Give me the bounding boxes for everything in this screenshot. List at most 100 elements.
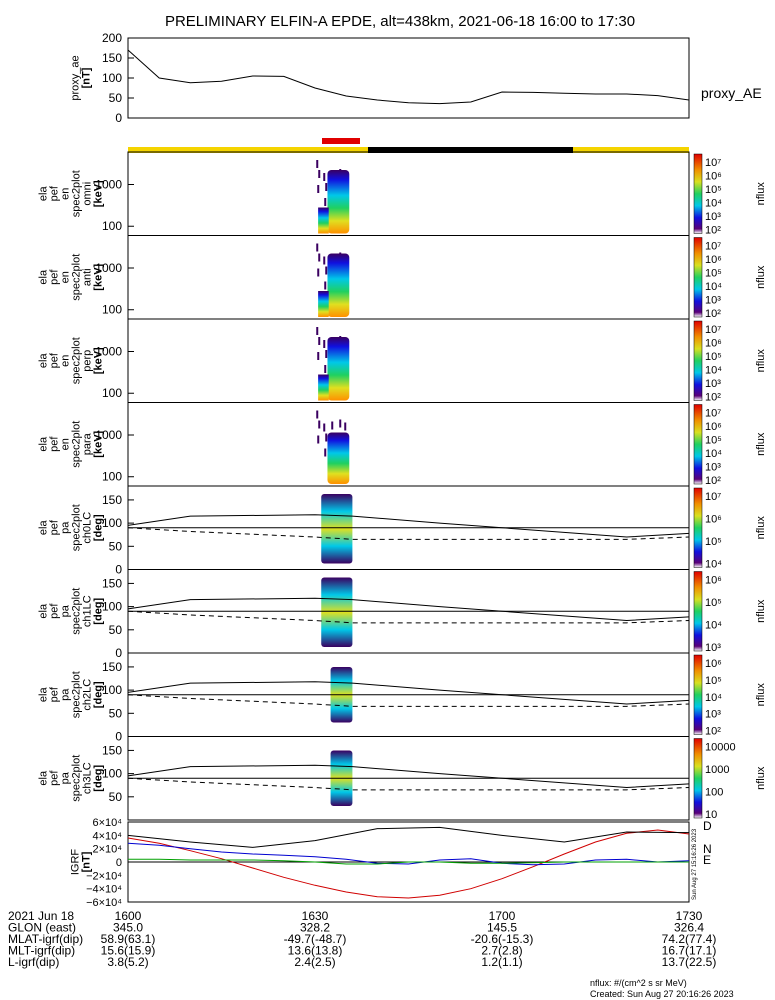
igrf-ytick-label: −2×10⁴	[86, 870, 122, 882]
pa-ylabel-line: pa	[60, 771, 72, 784]
colorbar-tick-label: 10²	[705, 392, 721, 404]
pa-loss-cone-lower	[127, 777, 690, 791]
energy-ylabel-line: pef	[49, 269, 61, 285]
energy-spec-core	[327, 337, 350, 401]
footer-row-value: 345.0	[113, 921, 143, 935]
pa-ylabel-line: ela	[38, 687, 50, 703]
energy-ylabel-line: [keV]	[93, 263, 105, 290]
pa-ylabel-line: ela	[38, 603, 50, 619]
energy-spec-speckle	[324, 281, 327, 290]
energy-spec-core	[327, 253, 350, 317]
ae-ytick-label: 50	[109, 91, 123, 105]
energy-ylabel-line: pef	[49, 352, 61, 368]
energy-spec-speckle	[323, 256, 326, 265]
footer-row-label: GLON (east)	[8, 921, 76, 935]
pa-loss-cone-upper	[127, 681, 690, 705]
colorbar-label: nflux	[755, 683, 767, 707]
pa-ylabel-line: spec2plot	[71, 588, 83, 635]
energy-spec-speckle	[316, 160, 319, 168]
ae-line	[127, 49, 690, 105]
colorbar-tick-label: 10³	[705, 462, 721, 474]
energy-ytick-label: 1000	[95, 177, 122, 191]
energy-spec-speckle	[317, 435, 320, 444]
energy-ylabel-line: omni	[82, 182, 94, 206]
colorbar-tick-label: 10⁴	[705, 281, 722, 293]
energy-ylabel-line: [keV]	[93, 180, 105, 207]
pa-ylabel-line: ch3LC	[82, 762, 94, 794]
energy-panel-frame	[127, 235, 690, 320]
colorbar-tick-label: 10⁴	[705, 365, 722, 377]
pa-panel-frame	[127, 736, 690, 821]
colorbar-label: nflux	[755, 599, 767, 623]
energy-spec-speckle	[324, 448, 327, 457]
colorbar-tick-label: 10⁶	[705, 421, 722, 433]
colorbar-tick-label: 10⁵	[705, 675, 722, 687]
energy-spec-lowenergy	[318, 291, 329, 317]
footer-row-value: 1630	[302, 909, 329, 923]
colorbar-tick-label: 10⁴	[705, 692, 722, 704]
pa-ytick-label: 50	[109, 623, 123, 637]
colorbar-tick-label: 10⁶	[705, 658, 722, 670]
igrf-component-label-d: D	[703, 819, 712, 833]
energy-panel-0: 1000 100 ela pef en spec2plot omni [keV]	[38, 151, 690, 236]
energy-ylabel-line: [keV]	[93, 347, 105, 374]
energy-spec-speckle	[323, 423, 326, 432]
energy-spec-lowenergy	[318, 207, 329, 234]
footer-row-value: 1.2(1.1)	[481, 955, 522, 969]
energy-ytick-label: 100	[102, 219, 122, 233]
footer-row-value: 16.7(17.1)	[662, 944, 717, 958]
energy-ytick-label: 100	[102, 470, 122, 484]
colorbar-tick-label: 10⁵	[705, 435, 722, 447]
pa-loss-cone-upper	[127, 597, 690, 622]
energy-ylabel-group: ela pef en spec2plot anti [keV]	[38, 254, 105, 301]
pa-ylabel-line: [deg]	[93, 681, 105, 708]
footer-row-label: MLAT-igrf(dip)	[8, 932, 83, 946]
colorbar-label: nflux	[755, 766, 767, 790]
colorbar-scale	[693, 738, 703, 819]
energy-ylabel-line: spec2plot	[71, 170, 83, 217]
colorbar-tick-label: 100	[705, 787, 723, 799]
energy-spec-speckle	[325, 266, 328, 275]
energy-spec-speckle	[325, 183, 328, 191]
colorbar-tick-label: 10	[705, 809, 717, 821]
energy-ylabel-line: pef	[49, 436, 61, 452]
footer-row-value: 3.8(5.2)	[107, 955, 148, 969]
energy-spec-speckle	[325, 433, 328, 442]
colorbar-tick-label: 10²	[705, 726, 721, 738]
pa-ytick-label: 100	[102, 600, 122, 614]
energy-spec-speckle	[323, 173, 326, 181]
ae-ylabel: proxy_ae [nT]	[70, 55, 93, 100]
colorbar-tick-label: 10000	[705, 742, 736, 754]
footer-row-label: L-igrf(dip)	[8, 955, 59, 969]
energy-spec-speckle	[318, 253, 321, 262]
pa-ylabel-line: spec2plot	[71, 504, 83, 551]
pa-ytick-label: 50	[109, 706, 123, 720]
energy-panel-3: 1000 100 ela pef en spec2plot para [keV]	[38, 402, 690, 487]
pa-loss-cone-upper	[127, 764, 690, 789]
pa-ylabel-line: pa	[60, 688, 72, 701]
colorbar-tick-label: 10⁷	[705, 491, 721, 503]
pa-ylabel-group: ela pef pa spec2plot ch3LC [deg]	[38, 755, 105, 802]
shadow-bar	[368, 147, 573, 153]
ae-ytick-label: 0	[115, 111, 122, 125]
energy-spec-speckle	[317, 268, 320, 277]
pa-ylabel-line: [deg]	[93, 764, 105, 791]
colorbar-tick-label: 10³	[705, 211, 721, 223]
footer-row-value: 1700	[489, 909, 516, 923]
energy-spec-speckle	[339, 419, 342, 428]
footer-row-value: 15.6(15.9)	[101, 944, 156, 958]
footer-ephemeris: 2021 Jun 18 1600 1630 1700 1730 GLON (east) 34…	[8, 909, 716, 969]
pa-ylabel-line: ch0LC	[82, 512, 94, 544]
science-zone-bar	[322, 138, 360, 144]
ae-panel-frame	[127, 37, 690, 119]
footer-row-label: MLT-igrf(dip)	[8, 944, 75, 958]
pa-ytick-label: 50	[109, 539, 123, 553]
colorbar-label: nflux	[755, 349, 767, 373]
pa-panel-3: 150 100 50 ela pef pa spec2plot ch3LC [deg]	[38, 736, 690, 821]
igrf-ytick-label: 4×10⁴	[92, 830, 122, 842]
pa-ylabel-line: pa	[60, 521, 72, 534]
pa-ylabel-line: spec2plot	[71, 755, 83, 802]
igrf-ylabel-group: IGRF [nT]	[70, 849, 93, 876]
